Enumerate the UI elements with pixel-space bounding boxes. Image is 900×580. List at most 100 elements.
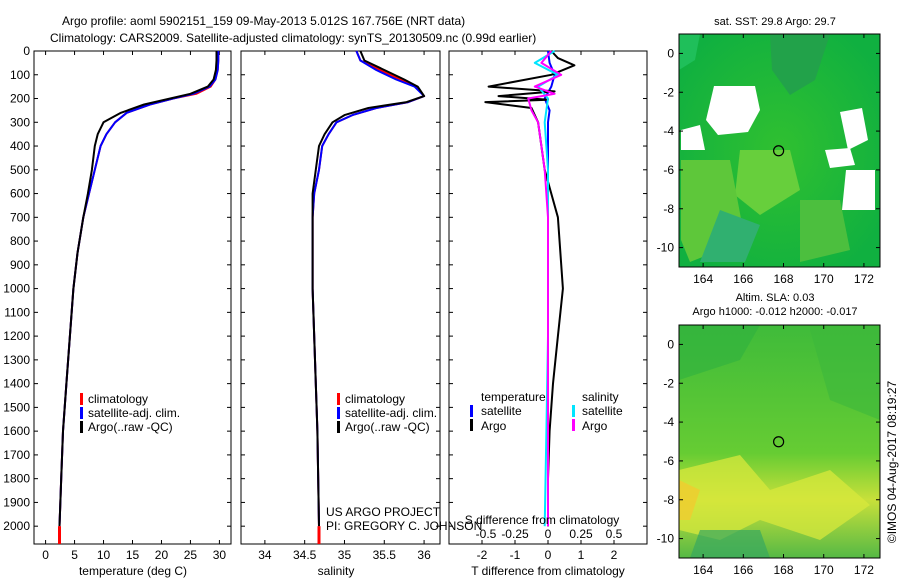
- depth-tick-label: 1200: [3, 329, 30, 343]
- argo-float-marker: [773, 436, 785, 448]
- s-tick-label: -0.25: [501, 527, 529, 541]
- x-tick-label: -2: [477, 548, 488, 562]
- map-x-tick-label: 164: [693, 272, 713, 286]
- sla-patch: [810, 330, 880, 420]
- sla-map: [678, 324, 881, 559]
- x-tick-label: 15: [126, 548, 140, 562]
- depth-tick-label: 100: [10, 68, 30, 82]
- x-tick-label: 0: [545, 548, 552, 562]
- legend-swatch-argo: [337, 421, 340, 433]
- temperature-legend: climatology satellite-adj. clim. Argo(..…: [80, 392, 180, 434]
- legend-title-temperature: temperature: [481, 390, 546, 404]
- x-tick-label: 30: [213, 548, 227, 562]
- depth-tick-label: 1000: [3, 282, 30, 296]
- series-line-satellite-adj-clim-: [58, 51, 220, 527]
- depth-tick-label: 200: [10, 92, 30, 106]
- difference-legend-salinity: salinity satellite Argo: [572, 390, 623, 433]
- map-x-tick-label: 170: [814, 272, 834, 286]
- legend-label-t-satellite: satellite: [481, 404, 522, 418]
- x-tick-label: 34: [258, 548, 272, 562]
- sla-map-title: Altim. SLA: 0.03: [736, 292, 815, 304]
- depth-tick-label: 300: [10, 115, 30, 129]
- legend-label-argo: Argo(..raw -QC): [88, 420, 173, 434]
- series-line-climatology: [58, 51, 220, 527]
- depth-tick-label: 0: [23, 44, 30, 58]
- difference-legend-temperature: temperature satellite Argo: [470, 390, 546, 433]
- cloud-mask: [681, 125, 705, 150]
- x-tick-label: 0: [42, 548, 49, 562]
- cloud-mask: [840, 108, 868, 150]
- map-x-tick-label: 172: [854, 563, 874, 577]
- legend-label-s-satellite: satellite: [582, 404, 623, 418]
- difference-xlabel-top: S difference from climatology: [465, 513, 620, 527]
- salinity-legend: climatology satellite-adj. clim. Argo(..…: [337, 392, 437, 434]
- legend-label-satellite: satellite-adj. clim.: [345, 406, 437, 420]
- difference-xlabel: T difference from climatology: [471, 564, 625, 578]
- x-tick-label: 35: [338, 548, 352, 562]
- legend-label-t-argo: Argo: [481, 419, 507, 433]
- map-x-tick-label: 168: [774, 563, 794, 577]
- depth-tick-label: 1900: [3, 495, 30, 509]
- depth-tick-label: 900: [10, 258, 30, 272]
- temperature-xlabel: temperature (deg C): [79, 564, 187, 578]
- s-tick-label: 0: [545, 527, 552, 541]
- legend-title-salinity: salinity: [582, 390, 619, 404]
- project-annotation: US ARGO PROJECT: [326, 505, 441, 519]
- series-line-climatology: [311, 50, 426, 527]
- map-x-tick-label: 164: [693, 563, 713, 577]
- s-tick-label: 0.25: [569, 527, 593, 541]
- salinity-xlabel: salinity: [318, 564, 355, 578]
- depth-tick-label: 500: [10, 163, 30, 177]
- sst-patch: [800, 200, 850, 262]
- depth-tick-label: 1100: [4, 305, 30, 319]
- map-y-tick-label: -2: [663, 85, 674, 99]
- sla-patch: [679, 480, 700, 520]
- sst-frame: [678, 33, 881, 268]
- x-tick-label: 35.5: [373, 548, 397, 562]
- x-tick-label: 2: [611, 548, 618, 562]
- sla-patch: [679, 455, 870, 540]
- x-tick-label: 34.5: [293, 548, 317, 562]
- depth-tick-label: 700: [10, 210, 30, 224]
- depth-tick-label: 1500: [3, 400, 30, 414]
- difference-plot: -2 -1 0 1 2 -0.5 -0.25 0 0.25 0.5: [476, 50, 623, 562]
- legend-swatch-t-satellite: [470, 405, 473, 417]
- map-y-tick-label: -6: [663, 454, 674, 468]
- depth-tick-label: 1800: [3, 472, 30, 486]
- x-tick-label: 36: [417, 548, 431, 562]
- map-y-tick-label: -8: [663, 202, 674, 216]
- x-tick-label: 5: [71, 548, 78, 562]
- argo-float-marker: [773, 145, 785, 157]
- map-x-tick-label: 168: [774, 272, 794, 286]
- legend-swatch-satellite: [80, 407, 83, 419]
- title-line-2: Climatology: CARS2009. Satellite-adjuste…: [50, 31, 536, 45]
- cloud-mask: [825, 148, 855, 168]
- depth-tick-label: 1400: [3, 377, 30, 391]
- x-tick-label: 25: [184, 548, 198, 562]
- sst-patch: [679, 34, 700, 70]
- legend-swatch-s-argo: [572, 419, 575, 431]
- legend-swatch-t-argo: [470, 419, 473, 431]
- map-y-tick-label: -6: [663, 163, 674, 177]
- sst-patch: [700, 210, 760, 262]
- x-tick-label: 1: [578, 548, 585, 562]
- series-line-argo-raw-qc-: [311, 50, 426, 527]
- cloud-mask: [842, 170, 875, 210]
- map-x-tick-label: 166: [733, 563, 753, 577]
- sla-axes: 164 166 168 170 172 0 -2 -4 -6 -8 -10: [657, 325, 880, 577]
- legend-label-climatology: climatology: [345, 392, 405, 406]
- legend-swatch-s-satellite: [572, 405, 575, 417]
- temperature-panel: [33, 50, 232, 545]
- map-x-tick-label: 166: [733, 272, 753, 286]
- depth-tick-label: 800: [10, 234, 30, 248]
- depth-tick-label: 2000: [3, 519, 30, 533]
- series-line-satellite-adj-clim-: [311, 50, 426, 527]
- series-line-t-argo: [484, 50, 576, 527]
- salinity-panel: [240, 50, 441, 545]
- map-y-tick-label: -10: [657, 532, 675, 546]
- depth-tick-label: 1600: [3, 424, 30, 438]
- x-tick-label: -1: [510, 548, 521, 562]
- cloud-mask: [706, 86, 760, 135]
- legend-label-s-argo: Argo: [582, 419, 608, 433]
